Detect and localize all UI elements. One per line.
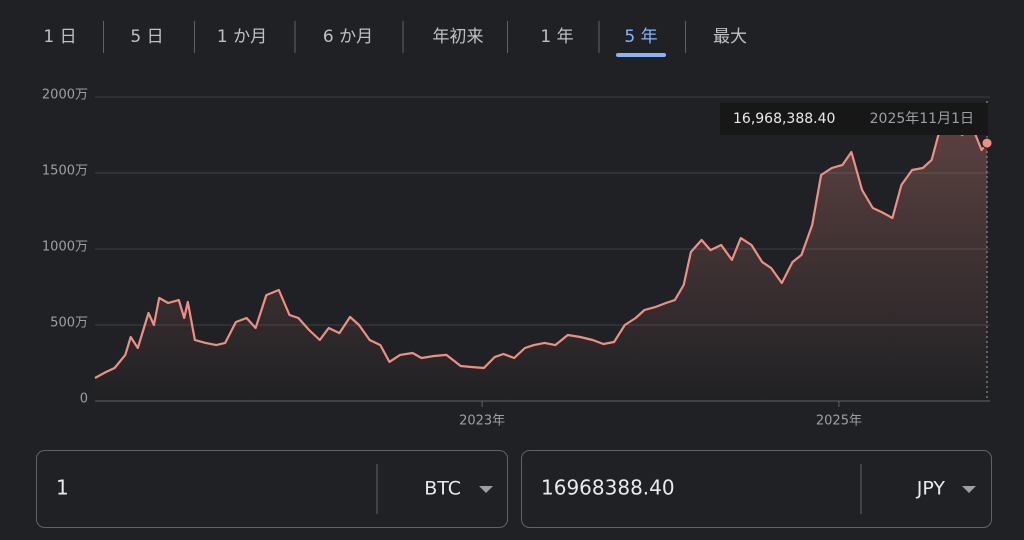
area-fill: [95, 114, 987, 402]
tab-indicator: [616, 53, 666, 57]
dropdown-arrow[interactable]: [962, 486, 976, 493]
y-tick-label: 0: [80, 392, 88, 407]
tab[interactable]: 1 年: [540, 27, 573, 47]
x-tick-label: 2025年: [816, 414, 862, 429]
to-box[interactable]: [521, 450, 992, 528]
to-amount[interactable]: 16968388.40: [541, 476, 675, 500]
tab[interactable]: 年初来: [433, 27, 484, 47]
range-tabs: 1 日 5 日 1 か月 6 か月 年初来 1 年 5 年 最大: [43, 21, 747, 57]
price-line: [94, 113, 988, 379]
tab[interactable]: 6 か月: [323, 27, 373, 47]
tab[interactable]: 5 年: [624, 27, 657, 47]
dropdown-arrow[interactable]: [479, 486, 493, 493]
tab[interactable]: 1 か月: [217, 27, 267, 47]
y-tick-label: 2000万: [42, 88, 88, 103]
from-box[interactable]: [36, 450, 508, 528]
plot: 0 500万 1000万 1500万 2000万 2023年 2025年 16,968,388…: [42, 88, 993, 429]
tooltip-value: 16,968,388.40: [733, 111, 835, 127]
y-tick-label: 1500万: [42, 164, 88, 179]
from-amount[interactable]: 1: [56, 476, 69, 500]
from-currency[interactable]: BTC: [424, 478, 461, 500]
tooltip-date: 2025年11月1日: [870, 111, 974, 127]
to-currency[interactable]: JPY: [916, 478, 946, 500]
y-tick-label: 1000万: [42, 240, 88, 255]
tab[interactable]: 最大: [713, 27, 747, 47]
y-tick-label: 500万: [50, 316, 88, 331]
tooltip: [720, 103, 988, 135]
tab[interactable]: 1 日: [43, 27, 76, 47]
x-tick-label: 2023年: [459, 414, 505, 429]
tab[interactable]: 5 日: [130, 27, 163, 47]
hover-point: [981, 137, 993, 149]
